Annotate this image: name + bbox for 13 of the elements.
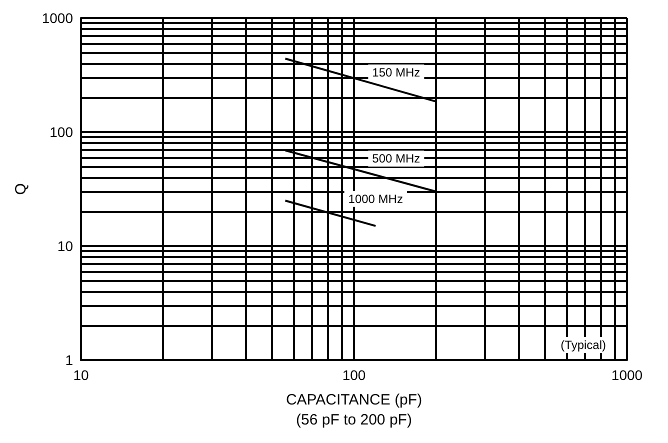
y-axis-title: Q bbox=[12, 183, 30, 195]
annotation: (Typical) bbox=[560, 338, 606, 352]
x-tick-label: 1000 bbox=[611, 367, 643, 383]
x-tick-label: 100 bbox=[342, 367, 366, 383]
y-tick-label: 1 bbox=[65, 352, 74, 368]
series-label: 1000 MHz bbox=[348, 192, 403, 206]
y-tick-label: 1000 bbox=[42, 10, 74, 26]
series-label: 150 MHz bbox=[372, 66, 420, 80]
x-axis-title: CAPACITANCE (pF) (56 pF to 200 pF) bbox=[286, 392, 422, 428]
series-label: 500 MHz bbox=[372, 152, 420, 166]
y-tick-label: 100 bbox=[50, 124, 74, 140]
x-tick-label: 10 bbox=[73, 367, 89, 383]
y-tick-label: 10 bbox=[57, 238, 74, 254]
